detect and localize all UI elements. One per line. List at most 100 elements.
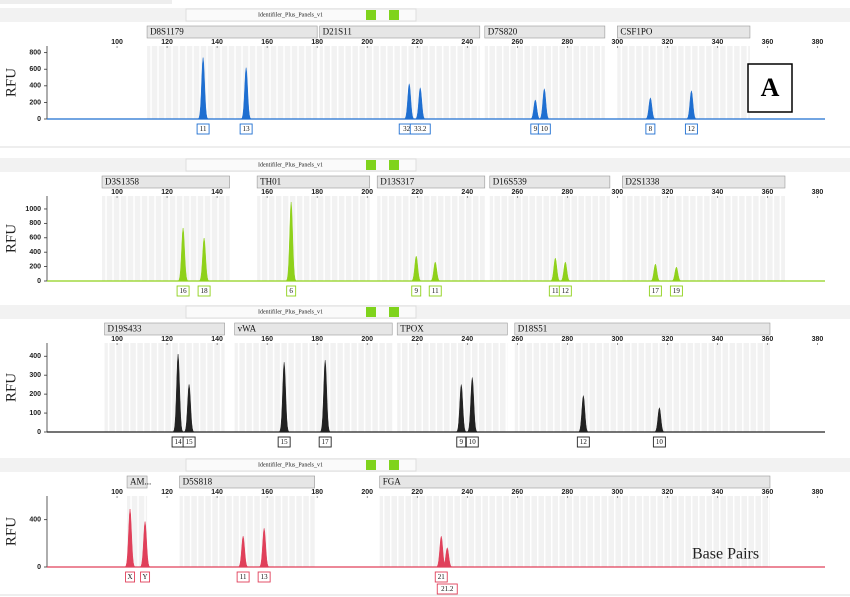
x-tick-label: 340 [712, 489, 724, 496]
allele-label: 18 [201, 287, 209, 295]
marker-bar [179, 475, 315, 489]
y-axis-label: RFU [3, 517, 19, 546]
y-tick-label: 400 [29, 249, 41, 256]
allele-label: 12 [562, 287, 570, 295]
allele-label: 9 [460, 438, 464, 446]
marker-bar [489, 175, 611, 189]
allele-box [286, 285, 297, 297]
peak [464, 377, 481, 433]
x-tick-label: 100 [111, 189, 123, 196]
x-tick-label: 120 [161, 489, 173, 496]
allele-label: 19 [673, 287, 681, 295]
x-tick-label: 220 [411, 189, 423, 196]
allele-box [236, 571, 250, 583]
peak [276, 362, 292, 433]
x-tick-label: 240 [461, 336, 473, 343]
allele-box [411, 285, 422, 297]
bin-area [102, 196, 230, 281]
allele-box [465, 436, 479, 448]
allele-box [645, 123, 656, 135]
y-tick-label: 200 [29, 263, 41, 270]
x-tick-label: 260 [511, 39, 523, 46]
panel-header [0, 8, 850, 22]
x-tick-label: 320 [662, 336, 674, 343]
marker-name: FGA [383, 477, 402, 487]
allele-label: 11 [200, 125, 207, 133]
annotation: Base Pairs [692, 546, 759, 563]
y-tick-label: 800 [29, 49, 41, 56]
y-tick-label: 400 [29, 353, 41, 360]
marker-name: D19S433 [108, 324, 143, 334]
allele-box [436, 583, 458, 595]
peak [642, 97, 659, 120]
allele-box [197, 285, 211, 297]
bin-area [377, 196, 485, 281]
allele-box [576, 436, 590, 448]
x-tick-label: 240 [461, 489, 473, 496]
allele-label: 15 [281, 438, 289, 446]
marker-name: D13S317 [380, 177, 415, 187]
bin-area [319, 46, 480, 119]
allele-label: 17 [652, 287, 660, 295]
allele-label: 10 [469, 438, 477, 446]
allele-label: 11 [552, 287, 559, 295]
peak [181, 384, 197, 433]
panel-flag [389, 460, 399, 470]
x-tick-label: 100 [111, 489, 123, 496]
allele-label: 17 [322, 438, 330, 446]
marker-bar [104, 322, 225, 336]
marker-bar [101, 175, 230, 189]
allele-box [277, 436, 291, 448]
marker-name: TH01 [260, 177, 281, 187]
x-tick-label: 340 [712, 336, 724, 343]
header-box [185, 305, 417, 319]
x-tick-label: 120 [161, 39, 173, 46]
x-tick-label: 280 [561, 39, 573, 46]
panel-flag [389, 160, 399, 170]
x-tick-label: 300 [612, 39, 624, 46]
allele-label: 9 [414, 287, 418, 295]
header-box [185, 158, 417, 172]
panel-name: Identifiler_Plus_Panels_v1 [258, 11, 323, 18]
panel-name: Identifiler_Plus_Panels_v1 [258, 161, 323, 168]
bin-area [257, 196, 370, 281]
allele-label: 21 [438, 573, 446, 581]
peak [575, 395, 592, 433]
x-tick-label: 280 [561, 189, 573, 196]
y-tick-label: 300 [29, 372, 41, 379]
x-tick-label: 120 [161, 189, 173, 196]
x-tick-label: 260 [511, 489, 523, 496]
panel-header [0, 305, 850, 319]
peak [439, 546, 456, 568]
allele-label: 9 [534, 125, 538, 133]
allele-label: 13 [243, 125, 251, 133]
header-box [185, 8, 417, 22]
bin-area [147, 46, 318, 119]
x-tick-label: 300 [612, 489, 624, 496]
panel-header [0, 458, 850, 472]
y-tick-label: 400 [29, 83, 41, 90]
allele-box [558, 285, 572, 297]
x-tick-label: 180 [311, 39, 323, 46]
allele-label: 21.2 [441, 585, 454, 593]
x-tick-label: 240 [461, 189, 473, 196]
x-tick-label: 300 [612, 189, 624, 196]
header-box [185, 458, 417, 472]
allele-label: X [128, 573, 133, 581]
x-tick-label: 340 [712, 189, 724, 196]
allele-box [125, 571, 136, 583]
x-tick-label: 100 [111, 336, 123, 343]
peak [408, 255, 425, 282]
annotation: A [761, 73, 780, 102]
x-tick-label: 200 [361, 39, 373, 46]
peak [137, 521, 153, 568]
x-tick-label: 380 [812, 336, 824, 343]
allele-box [239, 123, 253, 135]
allele-box [456, 436, 467, 448]
allele-box [409, 123, 431, 135]
x-tick-label: 320 [662, 39, 674, 46]
allele-box [434, 571, 448, 583]
marker-name: vWA [238, 324, 257, 334]
panel-flag [389, 307, 399, 317]
allele-box [140, 571, 151, 583]
